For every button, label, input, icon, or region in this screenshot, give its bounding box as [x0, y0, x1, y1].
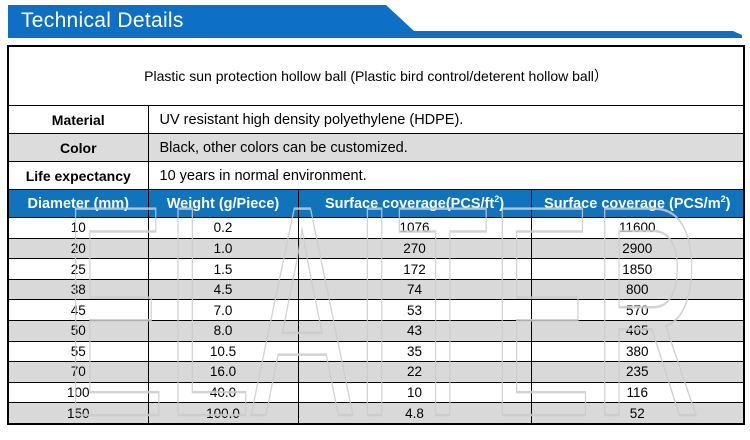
info-row-material: Material UV resistant high density polye…	[7, 105, 745, 135]
table-cell: 0.2	[147, 217, 299, 239]
material-label: Material	[7, 105, 149, 135]
table-cell: 7.0	[147, 299, 299, 321]
table-cell: 74	[297, 278, 532, 301]
table-cell: 25	[7, 258, 149, 280]
info-row-color: Color Black, other colors can be customi…	[7, 133, 745, 163]
table-cell: 235	[530, 361, 745, 383]
info-row-life-expectancy: Life expectancy 10 years in normal envir…	[7, 161, 745, 191]
table-cell: 4.5	[147, 278, 299, 301]
column-header-weight: Weight (g/Piece)	[147, 189, 299, 219]
table-row: 25 1.5 172 1850	[7, 258, 745, 280]
table-row: 70 16.0 22 235	[7, 361, 745, 383]
table-cell: 100	[7, 381, 149, 404]
table-cell: 10	[297, 381, 532, 404]
table-row: 50 8.0 43 465	[7, 319, 745, 342]
table-cell: 1.5	[147, 258, 299, 280]
table-cell: 10	[7, 217, 149, 239]
table-cell: 53	[297, 299, 532, 321]
product-spec-table: Plastic sun protection hollow ball (Plas…	[7, 45, 746, 425]
table-header-row: Diameter (mm) Weight (g/Piece) Surface c…	[7, 189, 745, 219]
technical-details-banner: Technical Details	[8, 5, 742, 38]
table-cell: 1076	[297, 217, 532, 239]
banner-title: Technical Details	[21, 9, 184, 32]
table-cell: 43	[297, 319, 532, 342]
table-cell: 70	[7, 361, 149, 383]
material-value: UV resistant high density polyethylene (…	[147, 105, 745, 135]
column-header-coverage-m: Surface coverage (PCS/m2)	[530, 189, 745, 219]
table-cell: 50	[7, 319, 149, 342]
table-cell: 380	[530, 340, 745, 363]
table-cell: 1.0	[147, 237, 299, 260]
table-row: 150 100.0 4.8 52	[7, 402, 745, 425]
table-cell: 2900	[530, 237, 745, 260]
table-cell: 45	[7, 299, 149, 321]
table-row: 100 40.0 10 116	[7, 381, 745, 404]
table-cell: 16.0	[147, 361, 299, 383]
table-cell: 150	[7, 402, 149, 425]
table-cell: 172	[297, 258, 532, 280]
column-header-coverage-ft: Surface coverage(PCS/ft2)	[297, 189, 532, 219]
life-expectancy-label: Life expectancy	[7, 161, 149, 191]
color-label: Color	[7, 133, 149, 163]
table-cell: 270	[297, 237, 532, 260]
spec-table-body: 10 0.2 1076 11600 20 1.0 270 2900 25 1.5 172 1850 38…	[7, 217, 745, 425]
table-cell: 1850	[530, 258, 745, 280]
table-cell: 11600	[530, 217, 745, 239]
table-row: 10 0.2 1076 11600	[7, 217, 745, 239]
table-row: 38 4.5 74 800	[7, 278, 745, 301]
table-cell: 800	[530, 278, 745, 301]
color-value: Black, other colors can be customized.	[147, 133, 745, 163]
table-cell: 22	[297, 361, 532, 383]
table-cell: 570	[530, 299, 745, 321]
table-cell: 465	[530, 319, 745, 342]
table-row: 20 1.0 270 2900	[7, 237, 745, 260]
table-cell: 40.0	[147, 381, 299, 404]
table-cell: 52	[530, 402, 745, 425]
table-row: 55 10.5 35 380	[7, 340, 745, 363]
table-cell: 38	[7, 278, 149, 301]
product-title: Plastic sun protection hollow ball (Plas…	[7, 45, 745, 107]
table-cell: 10.5	[147, 340, 299, 363]
table-title-row: Plastic sun protection hollow ball (Plas…	[7, 45, 745, 107]
table-cell: 35	[297, 340, 532, 363]
table-cell: 20	[7, 237, 149, 260]
table-cell: 4.8	[297, 402, 532, 425]
column-header-diameter: Diameter (mm)	[7, 189, 149, 219]
life-expectancy-value: 10 years in normal environment.	[147, 161, 745, 191]
table-row: 45 7.0 53 570	[7, 299, 745, 321]
table-cell: 8.0	[147, 319, 299, 342]
table-cell: 116	[530, 381, 745, 404]
table-cell: 55	[7, 340, 149, 363]
table-cell: 100.0	[147, 402, 299, 425]
